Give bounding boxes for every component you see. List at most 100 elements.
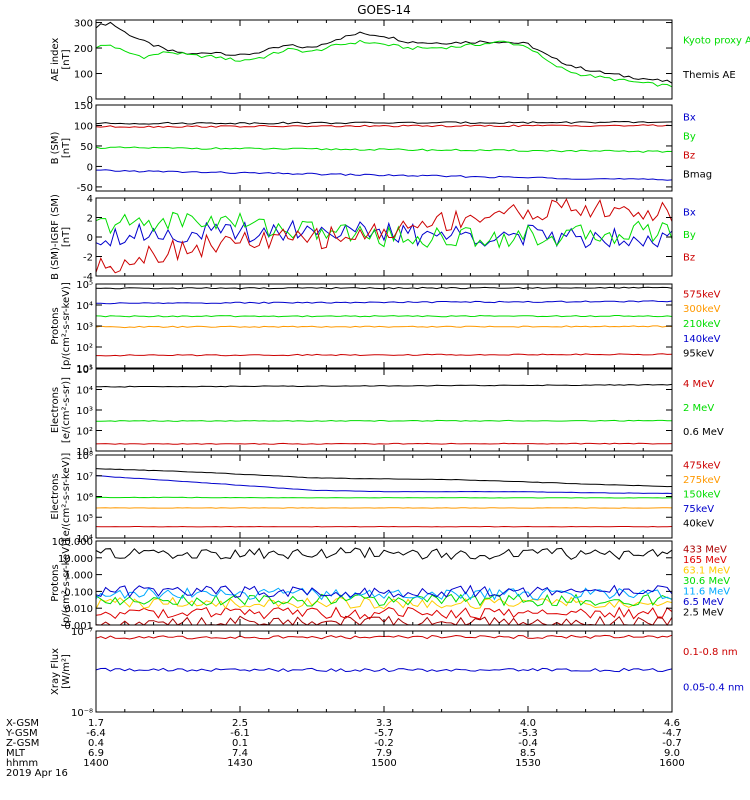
panel-8: 10⁻⁸ 10⁻⁷ Xray Flux[W/m²] 0.1-0.8 nm 0.05-0.… — [50, 627, 744, 719]
y-tick-label: 100 — [74, 70, 93, 81]
series-line-2-4 — [95, 120, 673, 125]
legend-entry: 0.1-0.8 nm — [683, 647, 738, 658]
x-row-label: MLT — [6, 748, 26, 759]
y-tick-label: 10⁵ — [76, 280, 93, 291]
y-tick-label: 50 — [80, 142, 93, 153]
y-tick-label: 0.001 — [64, 621, 93, 632]
y-tick-label: 1.000 — [64, 571, 93, 582]
x-tick-label: -0.2 — [374, 738, 394, 749]
legend-entry: 95keV — [683, 349, 714, 360]
x-tick-label: 0.1 — [232, 738, 248, 749]
y-tick-label: 10⁵ — [76, 365, 93, 376]
legend-entry: Bz — [683, 253, 695, 264]
series-line-6-5 — [95, 468, 673, 488]
legend-entry: 75keV — [683, 504, 714, 515]
legend-entry: 0.05-0.4 nm — [683, 682, 744, 693]
y-axis-label: Protons[p/(cm²-s-sr-keV)] — [50, 282, 72, 370]
panel-frame — [95, 454, 673, 539]
series-line-1-1 — [95, 21, 673, 84]
y-tick-label: 100.000 — [52, 537, 93, 548]
series-line-2-1 — [96, 169, 673, 181]
legend-entry: 475keV — [683, 460, 721, 471]
legend-entry: 6.5 MeV — [683, 597, 724, 608]
y-tick-label: 0.100 — [64, 587, 93, 598]
y-axis-label: AE index[nT] — [50, 38, 72, 82]
series-line-4-2 — [95, 325, 673, 329]
y-tick-label: 10⁴ — [76, 301, 93, 312]
y-tick-label: 10¹ — [76, 364, 93, 375]
series-line-5-1 — [95, 442, 673, 445]
y-tick-label: 0 — [87, 162, 93, 173]
legend-entry: 165 MeV — [683, 555, 727, 566]
date-label: 2019 Apr 16 — [6, 768, 68, 779]
x-row-label: hhmm — [6, 758, 38, 769]
chart-title: GOES-14 — [357, 3, 411, 17]
y-tick-label: 200 — [74, 44, 93, 55]
legend-entry: 433 MeV — [683, 544, 727, 555]
legend-entry: Bx — [683, 113, 696, 124]
panel-frame — [95, 368, 673, 452]
series-line-3-2 — [95, 211, 673, 249]
y-tick-label: 0.010 — [64, 604, 93, 615]
legend-entry: 30.6 MeV — [683, 576, 730, 587]
y-tick-label: 10⁻⁸ — [71, 708, 93, 719]
x-tick-label: -0.7 — [662, 738, 682, 749]
y-tick-label: 0 — [87, 233, 93, 244]
legend-entry: 300keV — [683, 304, 721, 315]
series-line-7-5 — [95, 587, 673, 601]
x-tick-label: 1600 — [659, 758, 684, 769]
y-axis-label: B (SM)[nT] — [50, 131, 72, 164]
x-tick-label: 6.9 — [88, 748, 104, 759]
x-tick-label: 2.5 — [232, 718, 248, 729]
y-axis-label: Xray Flux[W/m²] — [50, 648, 72, 695]
y-tick-label: 4 — [87, 194, 93, 205]
series-line-5-2 — [96, 419, 673, 422]
x-tick-label: 8.5 — [520, 748, 536, 759]
legend-entry: Bx — [683, 207, 696, 218]
y-tick-label: 2 — [87, 214, 93, 225]
y-tick-label: 10² — [76, 343, 93, 354]
series-line-7-2 — [95, 606, 673, 620]
legend-entry: 575keV — [683, 289, 721, 300]
series-line-3-3 — [95, 198, 673, 274]
x-tick-label: 0.4 — [88, 738, 104, 749]
x-tick-label: -6.1 — [230, 728, 250, 739]
legend-entry: 2 MeV — [683, 403, 714, 414]
legend-entry: Bz — [683, 151, 695, 162]
x-row-label: Z-GSM — [6, 738, 39, 749]
x-tick-label: 1400 — [83, 758, 108, 769]
y-tick-label: 150 — [74, 101, 93, 112]
x-tick-label: 1.7 — [88, 718, 104, 729]
panel-5: 10¹ 10² 10³ 10⁴ 10⁵ Electrons[e/(cm²-s-sr)] 4 … — [50, 365, 724, 458]
panel-7: 0.001 0.010 0.100 1.000 10.000 100.000Protons… — [50, 537, 730, 632]
y-tick-label: 10.000 — [58, 554, 93, 565]
legend-entry: Bmag — [683, 170, 712, 181]
x-tick-label: 4.0 — [520, 718, 536, 729]
series-line-7-4 — [95, 593, 673, 607]
y-tick-label: 10⁷ — [76, 472, 93, 483]
legend-entry: By — [683, 132, 696, 143]
y-tick-label: 10⁶ — [76, 493, 93, 504]
y-tick-label: 100 — [74, 121, 93, 132]
legend-entry: 140keV — [683, 334, 721, 345]
legend-entry: 63.1 MeV — [683, 565, 730, 576]
x-axis: X-GSM 1.7 2.5 3.3 4.0 4.6 Y-GSM -6.4 -6.1 -5.7 -5.… — [5, 718, 685, 779]
legend-entry: 150keV — [683, 490, 721, 501]
x-tick-label: 1430 — [227, 758, 252, 769]
legend-entry: Themis AE — [682, 70, 736, 81]
panel-3: -4 -2 0 2 4 B (SM)-IGRF (SM)[nT] Bx By Bz — [50, 194, 696, 283]
legend-entry: 11.6 MeV — [683, 587, 730, 598]
x-tick-label: -5.3 — [518, 728, 538, 739]
legend-entry: 2.5 MeV — [683, 608, 724, 619]
series-line-4-1 — [96, 353, 673, 357]
x-tick-label: 1530 — [515, 758, 540, 769]
y-axis-label: Electrons[e/(cm²-s-sr-keV)] — [50, 453, 72, 541]
y-tick-label: -4 — [83, 272, 93, 283]
x-tick-label: 9.0 — [664, 748, 680, 759]
legend-entry: 0.6 MeV — [683, 427, 724, 438]
y-axis-label: Electrons[e/(cm²-s-sr)] — [50, 377, 72, 443]
series-line-6-3 — [95, 496, 673, 499]
y-tick-label: 10² — [76, 427, 93, 438]
